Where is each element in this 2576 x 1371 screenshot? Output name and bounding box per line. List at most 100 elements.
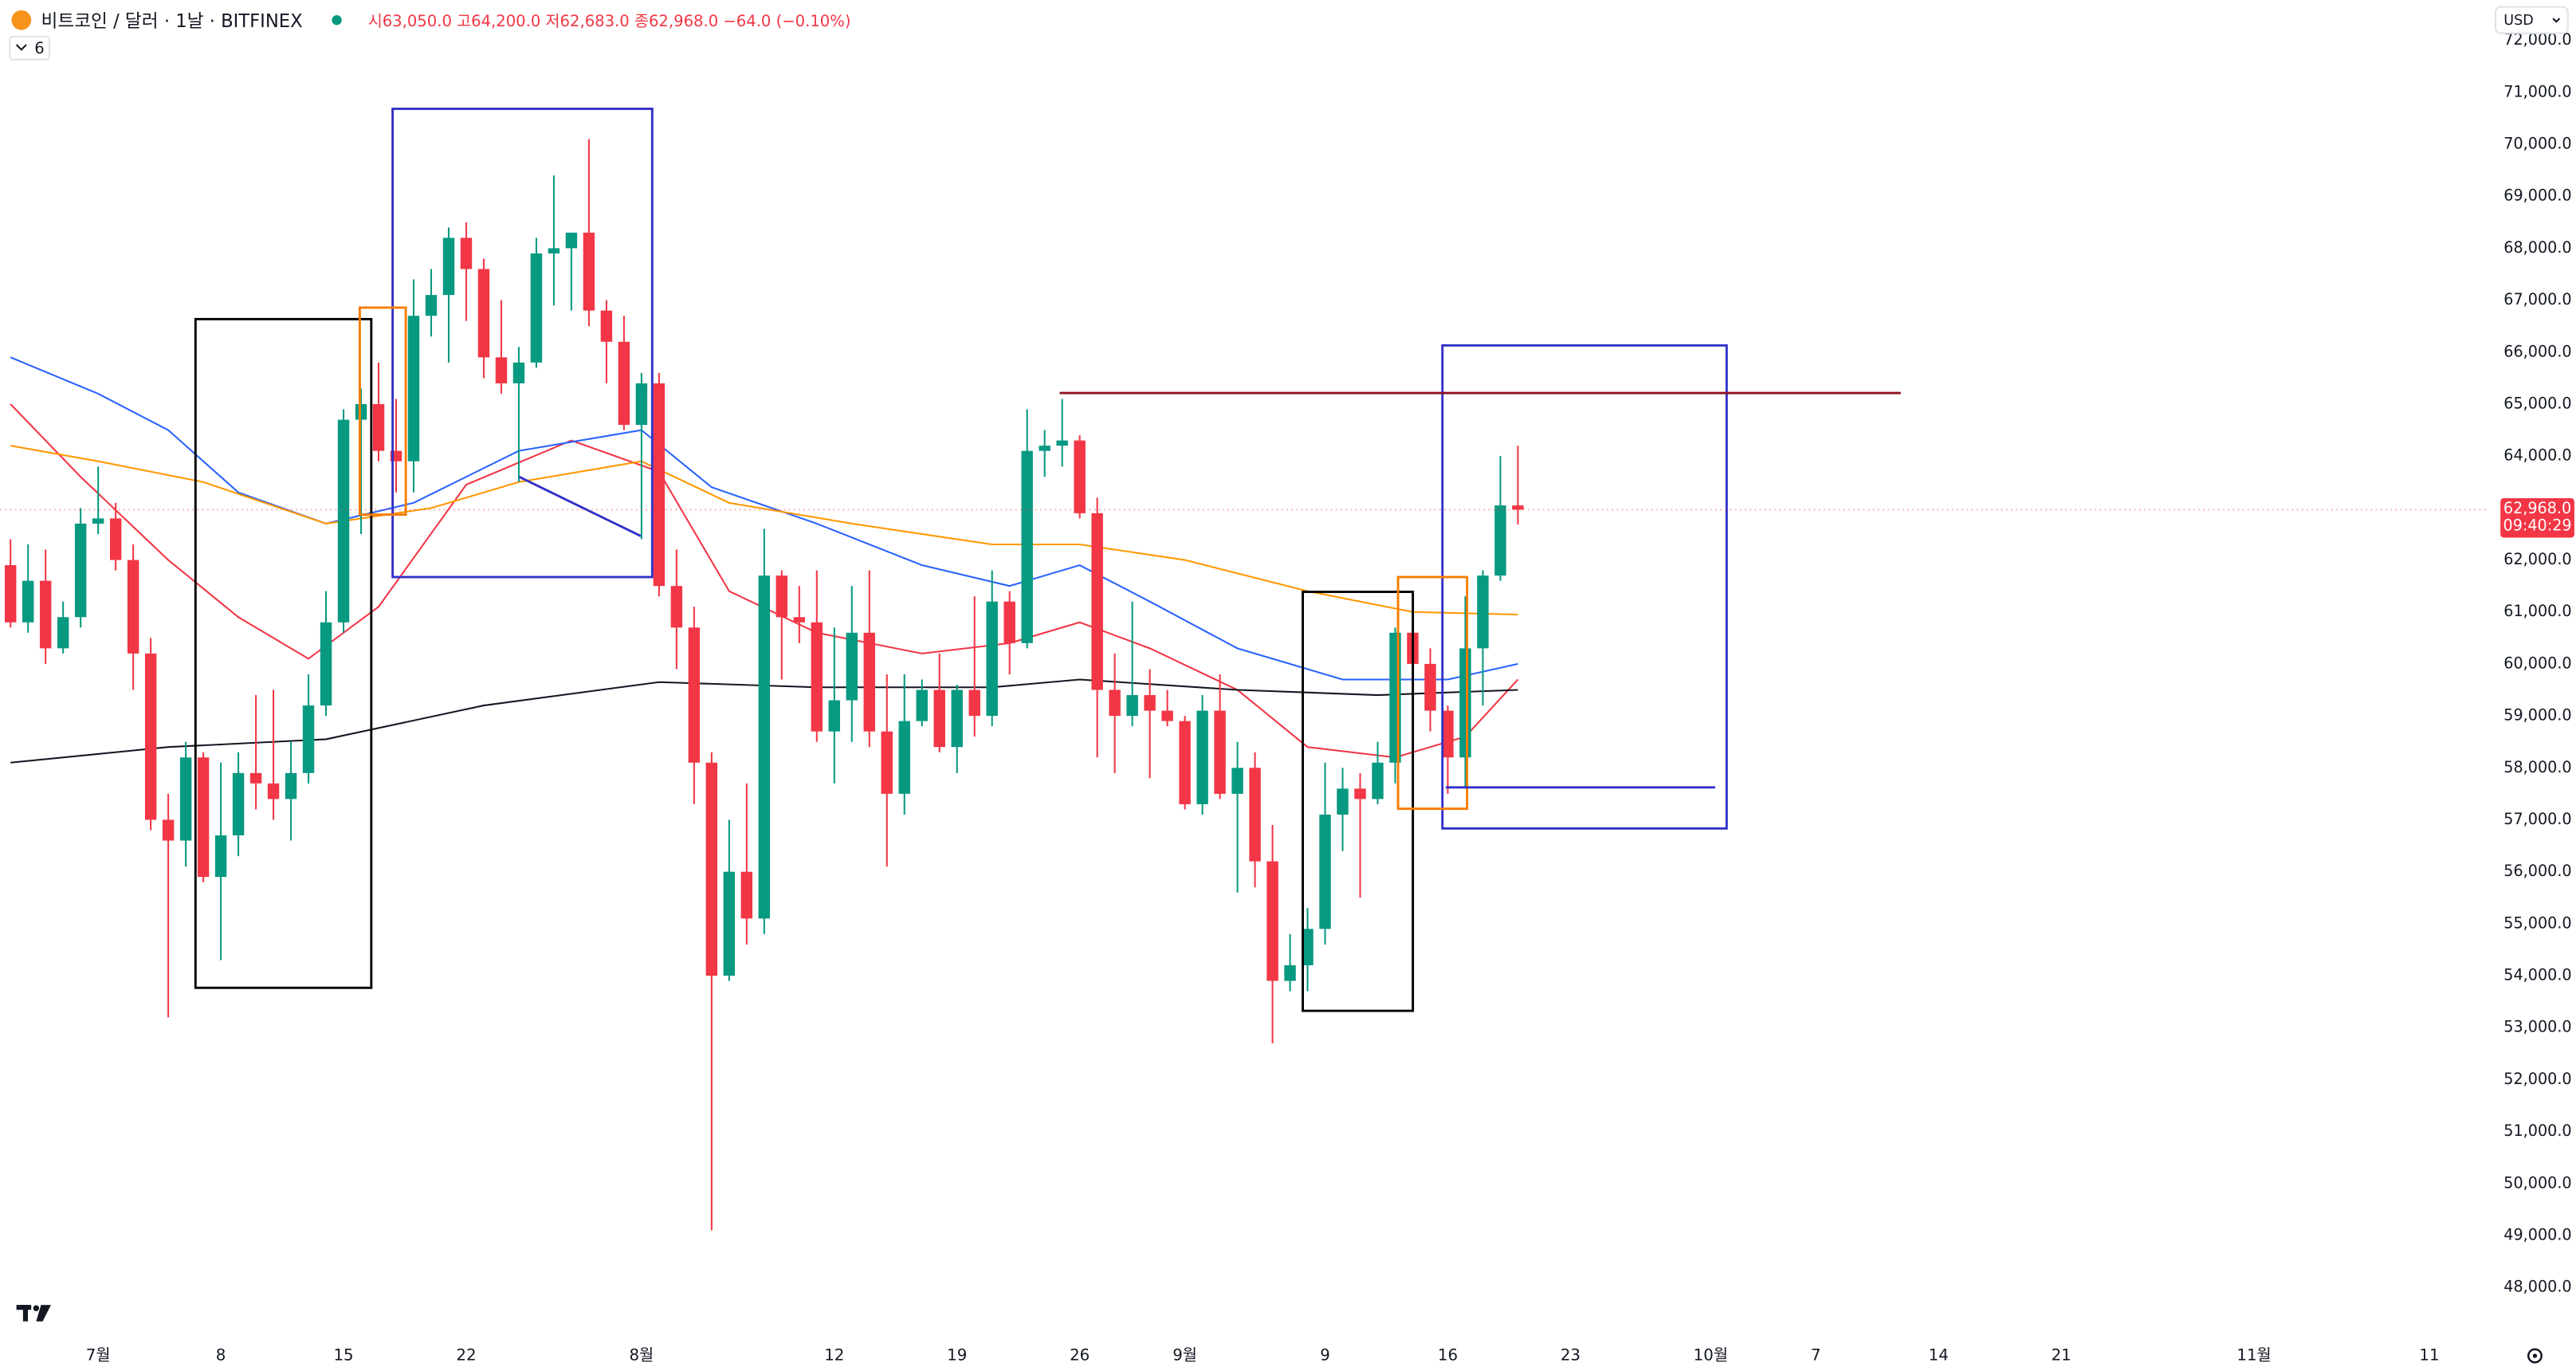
candle-body	[127, 560, 139, 654]
x-tick-label: 14	[1929, 1345, 1949, 1364]
y-tick-label: 69,000.0	[2503, 187, 2571, 205]
box-blue	[391, 108, 654, 579]
candle-body	[1056, 440, 1068, 446]
box-black	[1302, 591, 1415, 1012]
candle-body	[1442, 710, 1454, 758]
ma-line	[10, 356, 1518, 681]
logo	[16, 1305, 51, 1322]
candle-body	[57, 617, 69, 649]
candle-body	[1354, 788, 1366, 799]
candle-body	[951, 689, 963, 748]
candle-body	[1424, 663, 1436, 711]
y-tick-label: 72,000.0	[2503, 30, 2571, 49]
candle-body	[162, 819, 175, 841]
settings-button[interactable]	[2527, 1348, 2543, 1364]
candle-body	[355, 403, 367, 420]
candle-body	[986, 601, 998, 717]
x-tick-label: 8	[216, 1345, 226, 1364]
candle-body	[1039, 446, 1050, 451]
candle-body	[320, 622, 332, 706]
candle-body	[337, 419, 350, 623]
y-tick-label: 66,000.0	[2503, 342, 2571, 360]
candle-body	[1477, 576, 1489, 649]
candle-body	[109, 518, 122, 560]
y-tick-label: 65,000.0	[2503, 394, 2571, 412]
x-tick-label: 9	[1320, 1345, 1330, 1364]
candle-body	[933, 689, 945, 748]
currency-box	[2494, 6, 2569, 34]
y-tick-label: 54,000.0	[2503, 966, 2571, 984]
candle-body	[197, 757, 210, 878]
candle-body	[372, 403, 385, 451]
box-orange	[1396, 576, 1469, 811]
candle-body	[1109, 689, 1121, 717]
gear-center	[2532, 1353, 2538, 1358]
axes: 48,000.0 49,000.0 50,000.0 51,000.0 52,000.0…	[0, 30, 2574, 1364]
y-tick-label: 57,000.0	[2503, 810, 2571, 828]
countdown: 09:40:29	[2503, 517, 2572, 535]
last-price-label: 62,968.0	[2503, 499, 2571, 517]
x-tick-label: 9월	[1172, 1345, 1197, 1364]
candle-body	[477, 269, 490, 358]
chevron	[15, 44, 27, 51]
y-tick-label: 60,000.0	[2503, 654, 2571, 672]
candle-body	[723, 871, 736, 976]
candle-body	[811, 622, 823, 732]
y-tick-label: 48,000.0	[2503, 1278, 2571, 1296]
x-tick-label: 7	[1811, 1345, 1821, 1364]
y-tick-label: 50,000.0	[2503, 1173, 2571, 1192]
candle-body	[39, 580, 52, 649]
candle-body	[1003, 601, 1015, 643]
candle-body	[600, 310, 613, 342]
candle-body	[1091, 513, 1103, 690]
indicator-count: 6	[34, 39, 44, 57]
candle-body	[1249, 768, 1261, 862]
currency-button[interactable]: USD	[2494, 6, 2569, 34]
candle-body	[267, 783, 280, 799]
candle-body	[249, 772, 262, 784]
x-tick-label: 11월	[2236, 1345, 2271, 1364]
candle-body	[495, 357, 508, 383]
candle-body	[4, 565, 17, 623]
candle-body	[688, 627, 701, 763]
logo-part	[33, 1305, 40, 1311]
chevron	[2552, 18, 2561, 23]
candle-body	[442, 238, 455, 296]
x-tick-label: 11	[2419, 1345, 2439, 1364]
candle-body	[881, 731, 893, 794]
candle-body	[548, 248, 560, 253]
x-tick-label: 12	[824, 1345, 844, 1364]
candle-body	[1231, 768, 1243, 794]
y-tick-label: 58,000.0	[2503, 758, 2571, 776]
logo-part	[36, 1305, 51, 1322]
x-tick-label: 10월	[1694, 1345, 1728, 1364]
candle-body	[565, 232, 578, 249]
candle-body	[232, 772, 245, 836]
candle-body	[1372, 762, 1384, 799]
candle-body	[1337, 788, 1349, 815]
drawings	[194, 108, 1901, 1012]
box-blue	[1441, 344, 1728, 830]
y-tick-label: 64,000.0	[2503, 446, 2571, 465]
candle-body	[144, 653, 157, 820]
ma-line	[10, 403, 1519, 759]
candle-body	[846, 632, 858, 701]
candle-body	[407, 316, 420, 462]
y-tick-label: 49,000.0	[2503, 1225, 2571, 1243]
y-tick-label: 62,000.0	[2503, 550, 2571, 568]
candle-body	[1494, 505, 1506, 576]
x-tick-label: 8월	[629, 1345, 654, 1364]
x-tick-label: 7월	[86, 1345, 111, 1364]
candle-body	[916, 689, 928, 721]
box-black	[194, 317, 373, 989]
x-tick-label: 16	[1438, 1345, 1458, 1364]
candle-body	[1179, 721, 1191, 804]
candle-body	[1512, 505, 1524, 510]
gear	[2527, 1348, 2543, 1364]
market-status	[332, 15, 342, 26]
candle-body	[460, 238, 473, 269]
y-tick-label: 61,000.0	[2503, 602, 2571, 620]
indicator-toggle[interactable]: 6	[9, 35, 50, 61]
